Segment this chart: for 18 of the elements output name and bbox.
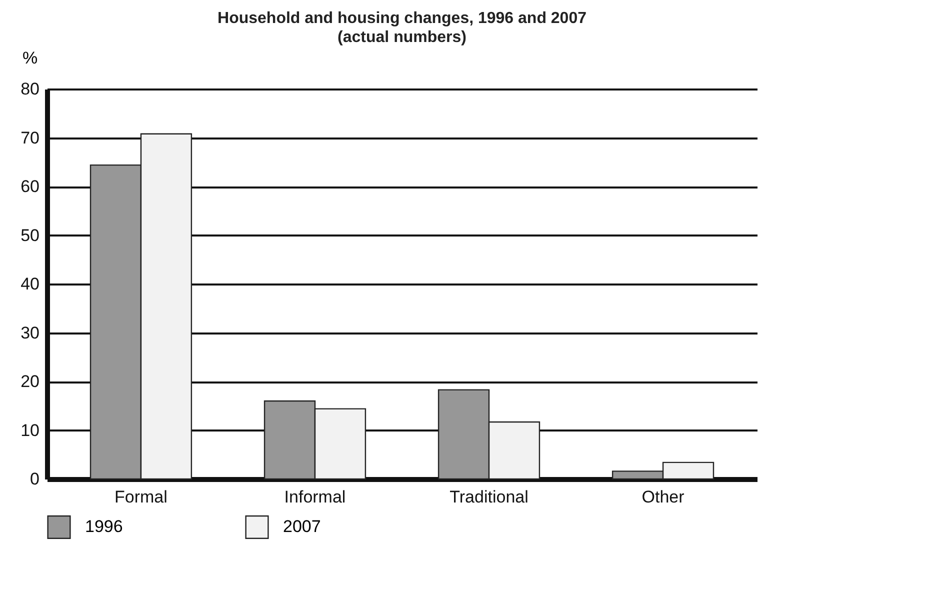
x-tick-label: Traditional bbox=[450, 488, 528, 506]
x-tick-label: Informal bbox=[284, 488, 346, 506]
y-tick-label: 40 bbox=[20, 274, 40, 294]
chart-subtitle: (actual numbers) bbox=[338, 29, 466, 46]
y-tick-label: 10 bbox=[20, 420, 40, 440]
y-tick-label: 30 bbox=[20, 323, 40, 342]
y-tick-label: 20 bbox=[20, 372, 40, 391]
y-tick-label: 50 bbox=[20, 226, 40, 245]
y-tick-label: 80 bbox=[20, 80, 40, 98]
legend-label: 2007 bbox=[283, 517, 321, 536]
x-tick-label: Formal bbox=[114, 488, 168, 506]
chart-title: Household and housing changes, 1996 and 2007 bbox=[218, 10, 587, 27]
y-tick-label: 70 bbox=[20, 128, 40, 148]
y-axis-title: % bbox=[22, 48, 38, 68]
y-tick-label: 0 bbox=[30, 470, 40, 488]
x-tick-label: Other bbox=[642, 488, 685, 506]
y-tick-label: 60 bbox=[20, 177, 40, 196]
legend-label: 1996 bbox=[85, 517, 123, 536]
